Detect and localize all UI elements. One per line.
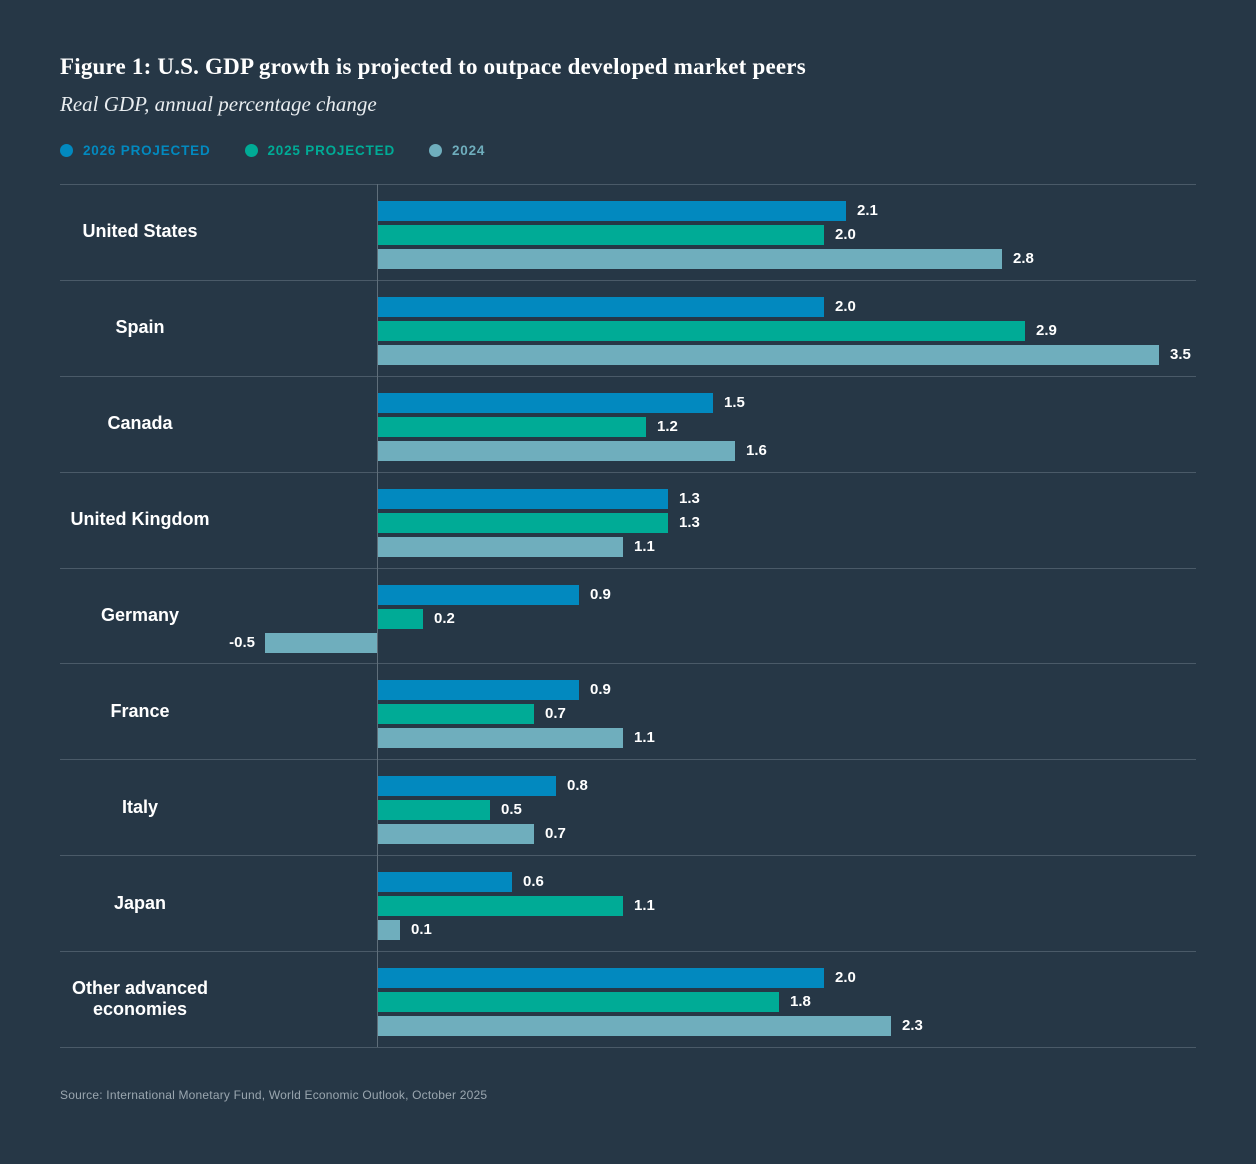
- source-note: Source: International Monetary Fund, Wor…: [60, 1088, 488, 1102]
- value-label: 2.3: [902, 1017, 923, 1035]
- country-label: United Kingdom: [70, 509, 210, 530]
- row-separator-line: [60, 663, 1196, 664]
- legend-item-2024: 2024: [429, 143, 485, 158]
- bar-2026-projected: [378, 392, 713, 413]
- bar-2025-projected: [378, 416, 646, 437]
- bar-chart: United States 2.1 2.0 2.8 Spain 2.0 2.9 3.5 Cana…: [60, 184, 1196, 1048]
- bar-2026-projected: [378, 776, 556, 797]
- bar-2026-projected: [378, 968, 824, 989]
- row-separator-line: [60, 759, 1196, 760]
- value-label: 0.8: [567, 777, 588, 795]
- bar-2024: [378, 920, 400, 941]
- bar-2025-projected: [378, 608, 423, 629]
- legend-item-label: 2025 PROJECTED: [267, 143, 395, 158]
- value-label: 1.1: [634, 537, 655, 555]
- bar-2025-projected: [378, 896, 623, 917]
- page-subtitle: Real GDP, annual percentage change: [60, 92, 377, 116]
- page-title: Figure 1: U.S. GDP growth is projected t…: [60, 54, 806, 79]
- value-label: 2.0: [835, 297, 856, 315]
- bar-2024: [378, 824, 534, 845]
- bar-2026-projected: [378, 201, 846, 221]
- value-label: 0.6: [523, 873, 544, 891]
- bar-2025-projected: [378, 512, 668, 533]
- bar-2025-projected: [378, 320, 1025, 341]
- country-label: Germany: [100, 604, 180, 625]
- value-label: 0.1: [411, 921, 432, 939]
- bar-2026-projected: [378, 584, 579, 605]
- row-separator-line: [60, 472, 1196, 473]
- value-label: 2.1: [857, 202, 878, 219]
- bar-2025-projected: [378, 225, 824, 245]
- bar-2024: [378, 536, 623, 557]
- legend-dot-icon: [60, 144, 73, 157]
- value-label: 2.0: [835, 226, 856, 243]
- value-label: 1.1: [634, 729, 655, 747]
- value-label: 0.5: [501, 801, 522, 819]
- chart-top-line: [60, 184, 1196, 185]
- bar-2025-projected: [378, 704, 534, 725]
- legend-item-2025-projected: 2025 PROJECTED: [244, 143, 396, 158]
- bar-2024: [378, 1016, 891, 1037]
- value-label: 0.2: [434, 609, 455, 627]
- country-label: Spain: [115, 317, 165, 338]
- row-separator-line: [60, 568, 1196, 569]
- zero-axis-line: [377, 184, 378, 1047]
- bar-2024: [378, 344, 1159, 365]
- value-label: 1.8: [790, 993, 811, 1011]
- chart-bottom-line: [60, 1047, 1196, 1048]
- value-label: 2.0: [835, 969, 856, 987]
- row-separator-line: [60, 855, 1196, 856]
- value-label: 0.9: [590, 585, 611, 603]
- value-label: 2.9: [1036, 321, 1057, 339]
- row-separator-line: [60, 951, 1196, 952]
- row-separator-line: [60, 376, 1196, 377]
- bar-2024: [378, 728, 623, 749]
- legend-item-2026-projected: 2026 PROJECTED: [60, 143, 211, 158]
- legend-dot-icon: [429, 144, 442, 157]
- value-label: 3.5: [1170, 345, 1191, 363]
- country-label: Japan: [113, 892, 167, 913]
- legend-item-label: 2024: [452, 143, 486, 158]
- country-label: France: [110, 700, 170, 721]
- bar-2026-projected: [378, 680, 579, 701]
- value-label: 1.3: [679, 513, 700, 531]
- country-label: Italy: [121, 796, 159, 817]
- legend-dot-icon: [244, 144, 258, 157]
- value-label: 1.2: [657, 417, 678, 435]
- value-label: 0.9: [590, 681, 611, 699]
- value-label: 2.8: [1013, 250, 1034, 267]
- bar-2026-projected: [378, 296, 824, 317]
- row-separator-line: [60, 280, 1196, 281]
- bar-2024: [378, 440, 735, 461]
- legend: 2026 PROJECTED 2025 PROJECTED 2024: [60, 143, 485, 158]
- bar-2024: [265, 632, 377, 653]
- bar-2024: [378, 249, 1002, 269]
- bar-2025-projected: [378, 800, 490, 821]
- value-label: 1.5: [724, 393, 745, 411]
- country-label: United States: [82, 221, 198, 242]
- value-label: -0.5: [229, 633, 255, 651]
- value-label: 1.3: [679, 489, 700, 507]
- value-label: 0.7: [545, 825, 566, 843]
- value-label: 1.1: [634, 897, 655, 915]
- bar-2026-projected: [378, 872, 512, 893]
- country-label: Canada: [107, 413, 173, 434]
- bar-2026-projected: [378, 488, 668, 509]
- country-label: Other advanced economies: [71, 978, 209, 1020]
- bar-2025-projected: [378, 992, 779, 1013]
- value-label: 1.6: [746, 441, 767, 459]
- legend-item-label: 2026 PROJECTED: [83, 143, 211, 158]
- value-label: 0.7: [545, 705, 566, 723]
